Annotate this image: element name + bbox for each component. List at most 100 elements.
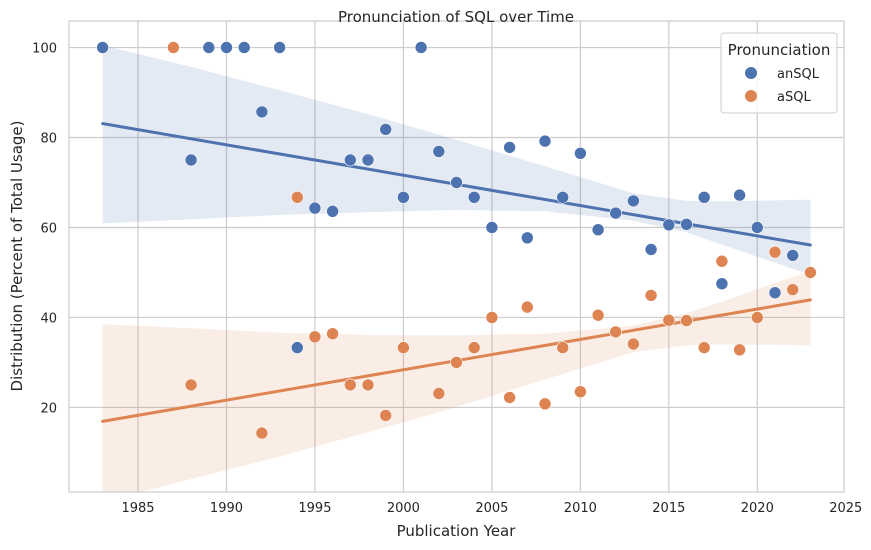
x-axis-label: Publication Year [397,522,517,540]
point-asql [379,409,393,422]
point-ansql [220,41,233,54]
x-tick-label: 2020 [741,501,774,516]
point-ansql [255,105,269,119]
y-tick-label: 60 [40,221,57,236]
point-ansql [96,41,109,54]
legend-label-ansql: anSQL [777,67,820,82]
legend-marker-ansql [745,67,757,79]
point-ansql [697,191,711,204]
point-ansql [397,191,410,204]
point-asql [432,387,446,400]
point-ansql [680,218,693,231]
legend-title: Pronunciation [728,41,831,59]
point-ansql [273,41,286,54]
point-asql [361,378,375,392]
point-ansql [733,188,746,202]
ci-band-ansql [102,45,811,275]
point-asql [485,311,499,324]
point-ansql [609,206,623,220]
point-asql [662,313,676,327]
legend: Pronunciation anSQL aSQL [720,32,838,114]
point-asql [308,330,322,344]
legend-marker-asql [745,90,757,102]
x-tick-label: 2000 [387,501,420,516]
point-asql [255,426,269,440]
point-ansql [361,153,375,167]
point-ansql [343,153,357,167]
x-tick-label: 1990 [210,501,243,516]
point-asql [450,356,463,369]
point-asql [750,311,764,324]
point-asql [591,308,605,322]
point-asql [680,314,693,327]
legend-label-asql: aSQL [777,90,811,105]
ci-band-asql [102,270,811,492]
point-ansql [467,191,481,204]
point-asql [167,41,180,54]
point-ansql [520,231,534,245]
y-tick-label: 100 [32,42,57,57]
point-asql [503,391,516,404]
point-asql [538,397,552,411]
point-ansql [202,41,216,54]
point-asql [574,385,587,399]
point-asql [520,300,534,314]
point-ansql [326,205,339,218]
x-tick-label: 1995 [298,501,331,516]
point-ansql [574,147,587,160]
chart-title: Pronunciation of SQL over Time [338,8,574,26]
point-asql [627,337,640,351]
point-ansql [237,41,251,54]
point-asql [644,289,658,302]
point-ansql [786,249,800,262]
point-asql [768,245,782,259]
plot-frame [68,20,845,493]
point-ansql [414,41,428,54]
point-ansql [750,221,764,234]
point-ansql [503,141,516,154]
y-axis-label: Distribution (Percent of Total Usage) [8,121,26,392]
y-tick-label: 80 [40,132,57,147]
point-asql [343,378,357,392]
point-ansql [556,191,570,204]
point-asql [609,325,623,339]
point-asql [804,266,817,279]
x-tick-label: 2010 [564,501,597,516]
point-asql [556,341,570,354]
point-ansql [644,243,658,256]
point-asql [467,341,481,354]
point-ansql [379,123,393,136]
x-tick-label: 2025 [829,501,862,516]
x-tick-label: 2015 [652,501,685,516]
point-asql [786,283,800,296]
point-asql [397,341,410,354]
confidence-bands [102,45,811,492]
point-ansql [450,176,463,189]
point-ansql [768,286,782,300]
point-ansql [485,221,499,234]
point-ansql [290,341,304,354]
y-tick-label: 20 [40,401,57,416]
point-ansql [715,277,729,291]
point-asql [290,191,304,204]
x-tick-labels: 1985 1990 1995 2000 2005 2010 2015 2020 2025 [121,501,862,516]
point-ansql [662,218,676,232]
point-ansql [308,201,322,215]
data-points [96,41,817,440]
plot-area [69,21,844,492]
x-tick-label: 2005 [475,501,508,516]
y-tick-labels: 20 40 60 80 100 [32,42,57,417]
point-ansql [627,194,640,208]
point-ansql [591,223,605,236]
point-asql [184,378,198,392]
point-ansql [538,134,552,148]
point-asql [697,341,711,354]
x-tick-label: 1985 [121,501,154,516]
y-tick-label: 40 [40,311,57,326]
point-ansql [184,153,198,167]
point-asql [326,327,339,341]
point-ansql [432,145,446,158]
point-asql [733,343,746,357]
point-asql [715,254,729,268]
